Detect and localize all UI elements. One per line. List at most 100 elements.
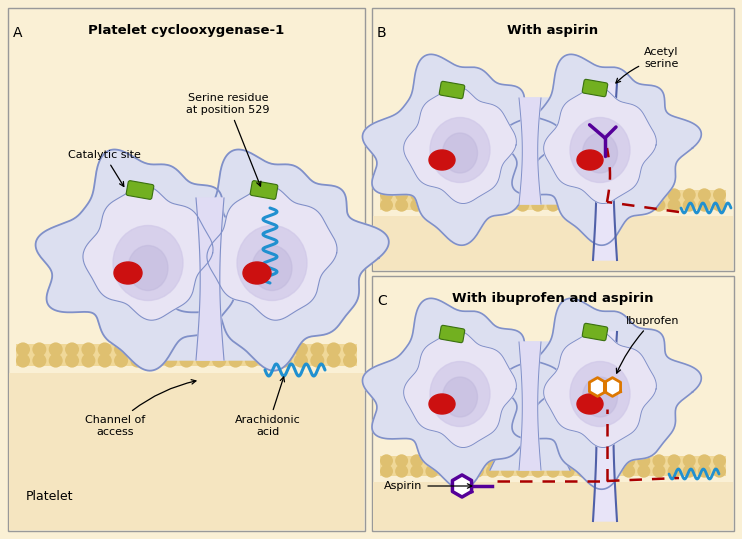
- Ellipse shape: [582, 133, 617, 173]
- Circle shape: [278, 354, 292, 368]
- Circle shape: [245, 354, 259, 368]
- Ellipse shape: [570, 362, 630, 426]
- Circle shape: [562, 465, 574, 478]
- Circle shape: [713, 454, 726, 467]
- Circle shape: [516, 199, 529, 212]
- Circle shape: [395, 454, 408, 467]
- Text: Ibuprofen: Ibuprofen: [617, 316, 680, 373]
- Polygon shape: [404, 86, 516, 204]
- Circle shape: [65, 354, 79, 368]
- Circle shape: [516, 188, 529, 201]
- Circle shape: [380, 199, 393, 212]
- Circle shape: [196, 342, 210, 356]
- Bar: [8, 8, 365, 531]
- Circle shape: [180, 342, 194, 356]
- Ellipse shape: [237, 225, 307, 301]
- Polygon shape: [519, 342, 541, 470]
- Text: Serine residue
at position 529: Serine residue at position 529: [186, 93, 270, 186]
- Text: Acetyl
serine: Acetyl serine: [616, 47, 678, 83]
- Circle shape: [147, 342, 161, 356]
- Circle shape: [652, 465, 666, 478]
- Circle shape: [441, 188, 453, 201]
- Polygon shape: [490, 342, 570, 470]
- Circle shape: [713, 199, 726, 212]
- Circle shape: [668, 454, 680, 467]
- Circle shape: [637, 199, 650, 212]
- Circle shape: [294, 342, 308, 356]
- Circle shape: [261, 342, 275, 356]
- Ellipse shape: [430, 118, 490, 183]
- Circle shape: [562, 454, 574, 467]
- Text: B: B: [377, 26, 387, 40]
- Circle shape: [501, 465, 514, 478]
- Circle shape: [456, 454, 469, 467]
- Circle shape: [410, 465, 423, 478]
- Circle shape: [698, 454, 711, 467]
- Circle shape: [410, 188, 423, 201]
- Circle shape: [245, 342, 259, 356]
- Circle shape: [410, 199, 423, 212]
- Circle shape: [98, 354, 112, 368]
- Bar: [16, 344, 357, 366]
- Circle shape: [668, 188, 680, 201]
- Circle shape: [501, 199, 514, 212]
- Circle shape: [623, 199, 635, 212]
- Circle shape: [441, 465, 453, 478]
- Polygon shape: [544, 86, 657, 204]
- Circle shape: [212, 354, 226, 368]
- Circle shape: [668, 465, 680, 478]
- Circle shape: [380, 454, 393, 467]
- Polygon shape: [453, 475, 472, 497]
- Circle shape: [147, 354, 161, 368]
- Ellipse shape: [570, 118, 630, 183]
- Circle shape: [471, 465, 484, 478]
- Bar: [373, 482, 733, 530]
- Circle shape: [592, 188, 605, 201]
- Circle shape: [486, 199, 499, 212]
- Circle shape: [623, 188, 635, 201]
- Ellipse shape: [114, 262, 142, 284]
- FancyBboxPatch shape: [582, 79, 608, 96]
- Circle shape: [607, 188, 620, 201]
- Polygon shape: [589, 378, 605, 396]
- Circle shape: [668, 199, 680, 212]
- Circle shape: [49, 342, 63, 356]
- Circle shape: [516, 465, 529, 478]
- Circle shape: [212, 342, 226, 356]
- Circle shape: [637, 454, 650, 467]
- Circle shape: [501, 454, 514, 467]
- FancyBboxPatch shape: [439, 81, 464, 99]
- Ellipse shape: [128, 245, 168, 291]
- Circle shape: [607, 454, 620, 467]
- Circle shape: [547, 465, 559, 478]
- Bar: [380, 455, 726, 476]
- Text: Catalytic site: Catalytic site: [68, 150, 141, 186]
- Circle shape: [623, 454, 635, 467]
- Circle shape: [547, 454, 559, 467]
- Circle shape: [395, 199, 408, 212]
- Circle shape: [577, 454, 590, 467]
- Circle shape: [531, 199, 545, 212]
- Circle shape: [577, 199, 590, 212]
- Ellipse shape: [243, 262, 271, 284]
- Circle shape: [49, 354, 63, 368]
- Circle shape: [713, 188, 726, 201]
- Polygon shape: [502, 54, 701, 245]
- Ellipse shape: [252, 245, 292, 291]
- Ellipse shape: [577, 150, 603, 170]
- FancyBboxPatch shape: [582, 323, 608, 341]
- Circle shape: [343, 354, 357, 368]
- Circle shape: [425, 454, 439, 467]
- Circle shape: [456, 465, 469, 478]
- Polygon shape: [196, 198, 224, 360]
- Circle shape: [577, 465, 590, 478]
- Circle shape: [623, 465, 635, 478]
- Circle shape: [395, 188, 408, 201]
- Text: Platelet: Platelet: [26, 490, 73, 503]
- Polygon shape: [404, 330, 516, 447]
- Circle shape: [343, 342, 357, 356]
- Polygon shape: [363, 54, 561, 245]
- FancyBboxPatch shape: [126, 181, 154, 199]
- Circle shape: [180, 354, 194, 368]
- Ellipse shape: [442, 377, 478, 417]
